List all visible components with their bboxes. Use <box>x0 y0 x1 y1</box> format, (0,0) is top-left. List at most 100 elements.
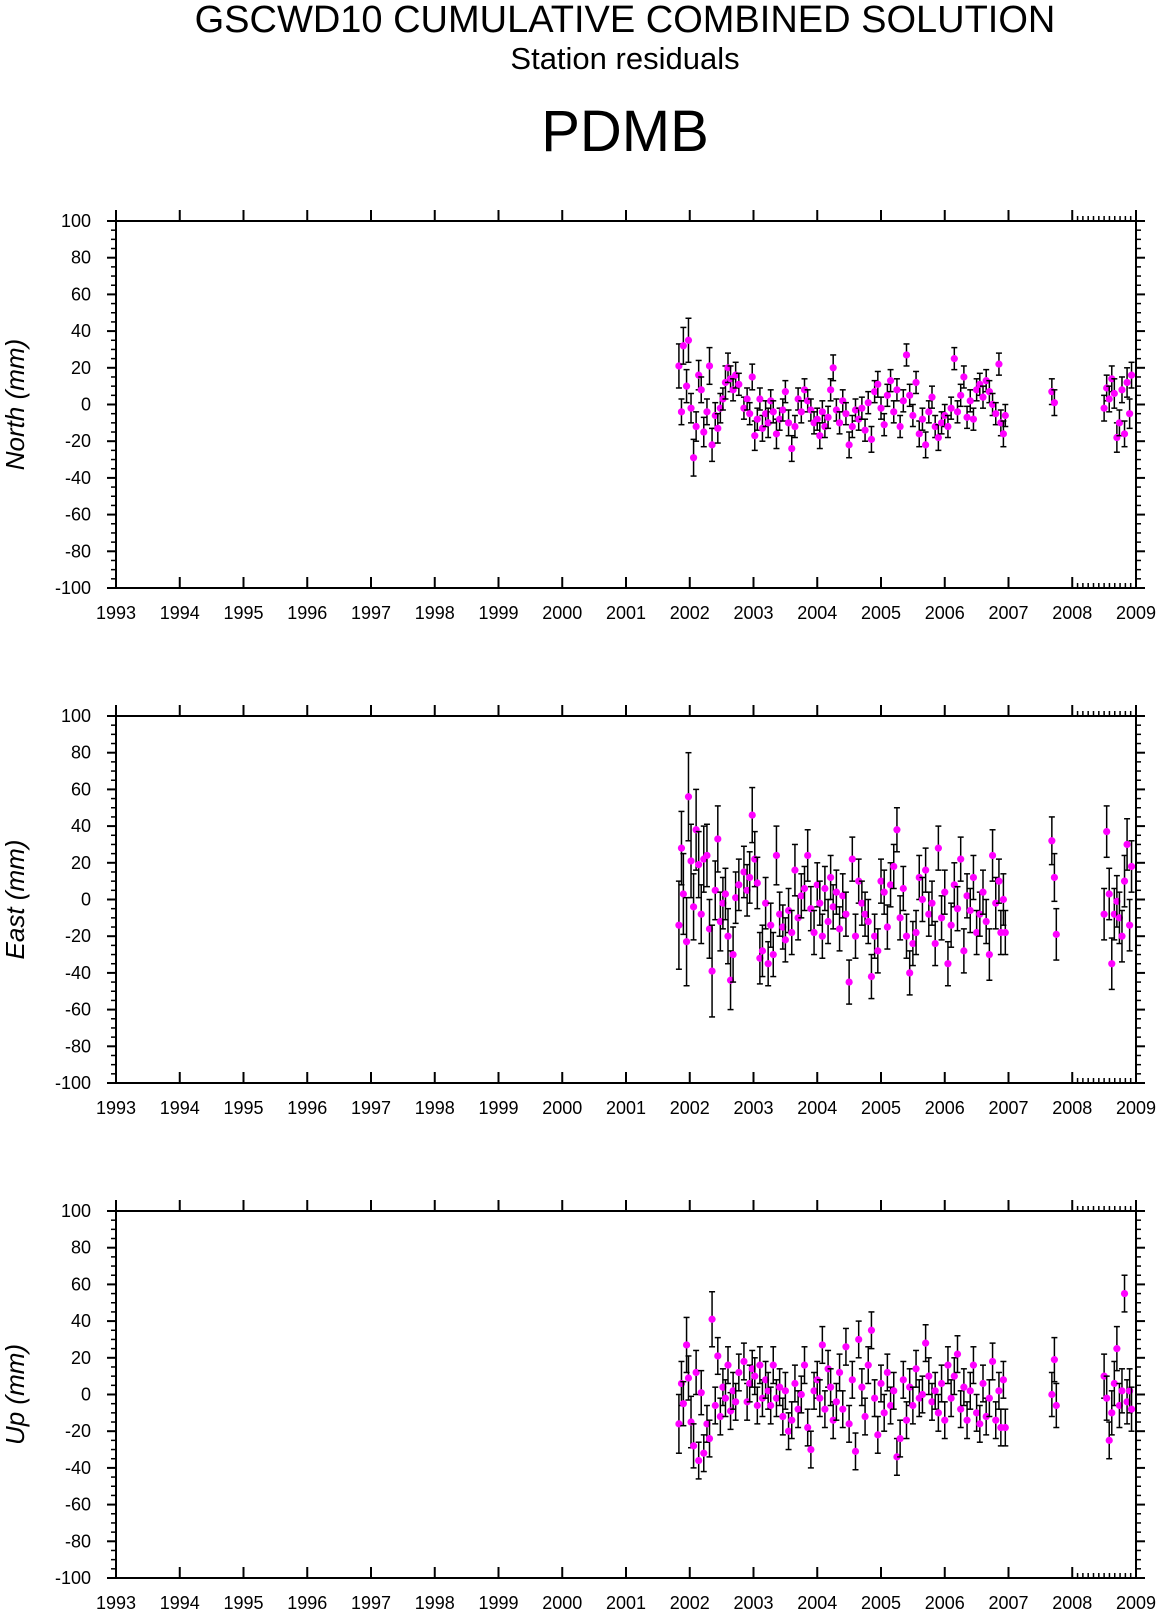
north-y-tick-label: -100 <box>55 578 91 598</box>
north-data-point <box>682 382 691 390</box>
east-data-point <box>928 899 936 907</box>
north-data-point <box>1100 404 1108 412</box>
chart-title: GSCWD10 CUMULATIVE COMBINED SOLUTION <box>194 0 1056 41</box>
up-data-point <box>816 1394 824 1402</box>
up-y-tick-label: 100 <box>61 1201 91 1221</box>
east-data-point <box>982 917 990 926</box>
north-data-point <box>824 413 832 421</box>
up-data-point <box>692 1368 700 1377</box>
east-data-point <box>735 881 743 889</box>
east-data-point <box>824 917 832 926</box>
north-data-point <box>899 397 907 405</box>
east-data-point <box>835 925 844 933</box>
east-data-point <box>762 899 770 907</box>
east-data-point <box>784 906 793 915</box>
north-data-point <box>748 373 756 381</box>
north-data-point <box>1120 430 1129 438</box>
up-data-point <box>818 1341 826 1349</box>
north-data-point <box>677 408 686 416</box>
east-data-point <box>695 861 703 869</box>
east-data-point <box>769 950 777 959</box>
up-data-point <box>912 1365 920 1373</box>
east-data-point <box>867 972 876 981</box>
up-data-point <box>851 1447 860 1455</box>
up-y-tick-label: -80 <box>65 1531 91 1551</box>
north-x-tick-label: 1994 <box>160 603 200 623</box>
east-data-point <box>711 886 719 894</box>
east-y-tick-label: 60 <box>71 779 91 799</box>
north-data-point <box>1123 378 1131 387</box>
east-x-tick-label: 2006 <box>925 1098 965 1118</box>
up-data-point <box>953 1350 962 1358</box>
north-data-point <box>687 404 695 412</box>
north-x-tick-label: 1993 <box>96 603 136 623</box>
up-data-point <box>679 1400 687 1408</box>
east-data-point <box>764 960 772 968</box>
north-data-point <box>877 404 885 412</box>
north-data-point <box>689 454 698 462</box>
north-y-tick-label: -40 <box>65 468 91 488</box>
north-x-tick-label: 2008 <box>1052 603 1092 623</box>
north-y-tick-label: 0 <box>81 395 91 415</box>
north-data-point <box>960 373 968 381</box>
up-data-point <box>963 1416 971 1424</box>
east-data-point <box>740 868 748 876</box>
north-x-tick-label: 2001 <box>606 603 646 623</box>
east-data-point <box>995 877 1003 885</box>
north-data-point <box>703 408 711 416</box>
up-data-point <box>855 1335 863 1344</box>
north-data-point <box>858 404 866 412</box>
north-data-point <box>1110 389 1118 398</box>
up-data-point <box>861 1412 869 1421</box>
east-data-point <box>909 939 917 948</box>
north-y-tick-label: 20 <box>71 358 91 378</box>
north-data-point <box>705 362 714 370</box>
east-data-point <box>842 910 850 918</box>
east-data-point <box>829 903 837 911</box>
up-data-point <box>874 1431 882 1439</box>
east-data-point <box>724 932 732 940</box>
north-data-point <box>864 399 872 407</box>
up-data-point <box>1108 1409 1116 1417</box>
up-data-point <box>944 1361 952 1369</box>
up-data-point <box>902 1416 911 1424</box>
up-data-point <box>842 1343 850 1351</box>
up-data-point <box>1118 1387 1126 1395</box>
east-data-point <box>915 873 923 882</box>
north-data-point <box>1001 411 1009 420</box>
up-data-point <box>880 1409 888 1417</box>
east-data-point <box>675 921 683 929</box>
north-data-point <box>928 393 936 401</box>
up-data-point <box>839 1405 847 1413</box>
east-data-point <box>871 932 879 940</box>
north-x-tick-label: 2002 <box>670 603 710 623</box>
east-x-tick-label: 2003 <box>733 1098 773 1118</box>
up-x-tick-label: 2008 <box>1052 1593 1092 1613</box>
east-data-point <box>957 855 965 863</box>
east-data-point <box>890 862 898 871</box>
east-data-point <box>1126 921 1134 929</box>
up-data-point <box>711 1401 719 1410</box>
north-data-point <box>816 432 824 440</box>
east-y-tick-label: -80 <box>65 1036 91 1056</box>
up-data-point <box>767 1401 775 1410</box>
north-data-point <box>772 430 781 438</box>
up-x-tick-label: 2003 <box>733 1593 773 1613</box>
up-data-point <box>753 1401 761 1410</box>
east-y-tick-label: 20 <box>71 853 91 873</box>
north-data-point <box>756 395 764 403</box>
up-y-tick-label: 40 <box>71 1311 91 1331</box>
north-y-axis-label: North (mm) <box>0 339 30 470</box>
station-name: PDMB <box>541 99 709 164</box>
up-data-point <box>740 1357 748 1366</box>
east-y-tick-label: -100 <box>55 1073 91 1093</box>
up-data-point <box>779 1412 787 1421</box>
east-data-point <box>896 914 904 922</box>
north-data-point <box>813 415 821 423</box>
north-data-point <box>937 419 946 427</box>
up-x-tick-label: 2009 <box>1116 1593 1156 1613</box>
north-data-point <box>753 415 761 423</box>
east-data-point <box>797 892 805 900</box>
east-data-point <box>966 906 974 915</box>
east-data-point <box>848 855 856 863</box>
